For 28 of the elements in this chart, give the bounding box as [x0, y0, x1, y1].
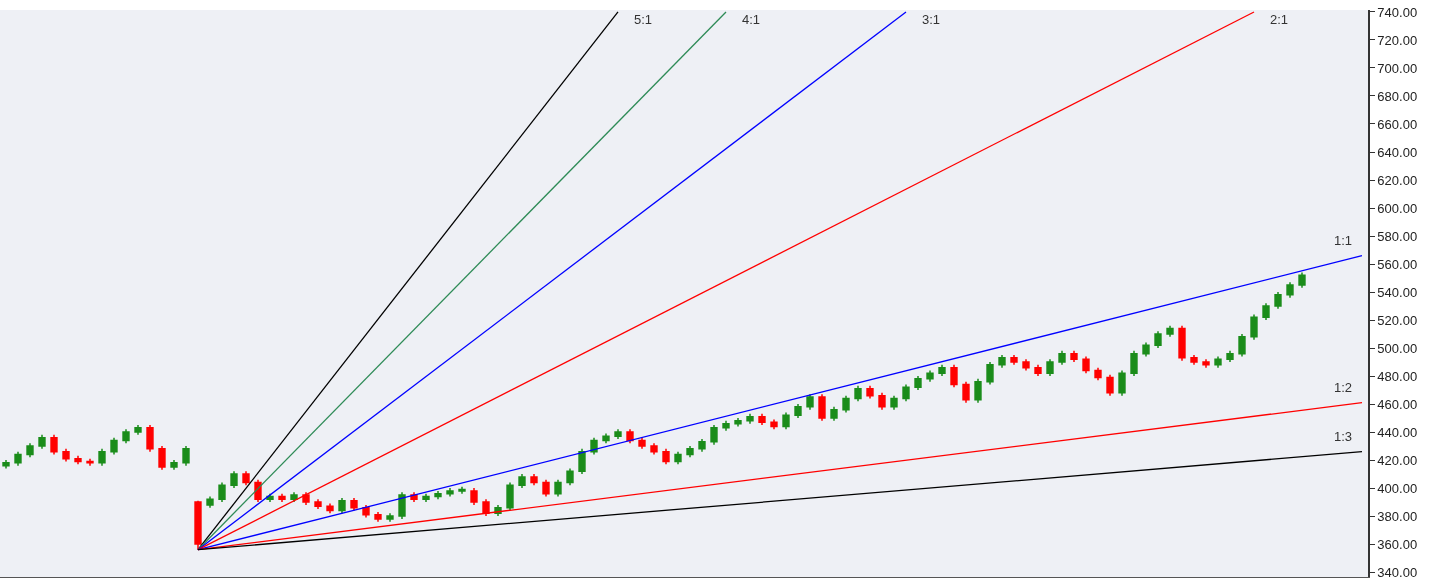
series-label: 1:2 [1334, 380, 1353, 395]
y-tick-label: 620.00 [1377, 172, 1418, 188]
y-tick-label: 340.00 [1377, 564, 1418, 580]
series-label: 4:1 [742, 12, 761, 27]
y-tick-label: 680.00 [1377, 88, 1418, 104]
y-tick-label: 700.00 [1377, 60, 1418, 76]
y-tick-label: 440.00 [1377, 424, 1418, 440]
y-tick-label: 660.00 [1377, 116, 1418, 132]
y-tick-label: 460.00 [1377, 396, 1418, 412]
series-label: 1:1 [1334, 233, 1353, 248]
y-tick-label: 560.00 [1377, 256, 1418, 272]
y-tick-label: 640.00 [1377, 144, 1418, 160]
y-tick-label: 400.00 [1377, 480, 1418, 496]
y-tick-label: 520.00 [1377, 312, 1418, 328]
y-tick-label: 740.00 [1377, 4, 1418, 20]
series-label: 3:1 [922, 12, 941, 27]
y-tick-label: 360.00 [1377, 536, 1418, 552]
y-tick-label: 540.00 [1377, 284, 1418, 300]
y-tick-label: 580.00 [1377, 228, 1418, 244]
y-tick-label: 480.00 [1377, 368, 1418, 384]
series-label: 1:3 [1334, 429, 1353, 444]
y-tick-label: 600.00 [1377, 200, 1418, 216]
y-tick-label: 380.00 [1377, 508, 1418, 524]
y-tick-label: 500.00 [1377, 340, 1418, 356]
series-label: 5:1 [634, 12, 653, 27]
y-tick-label: 420.00 [1377, 452, 1418, 468]
series-label: 2:1 [1270, 12, 1289, 27]
y-tick-label: 720.00 [1377, 32, 1418, 48]
